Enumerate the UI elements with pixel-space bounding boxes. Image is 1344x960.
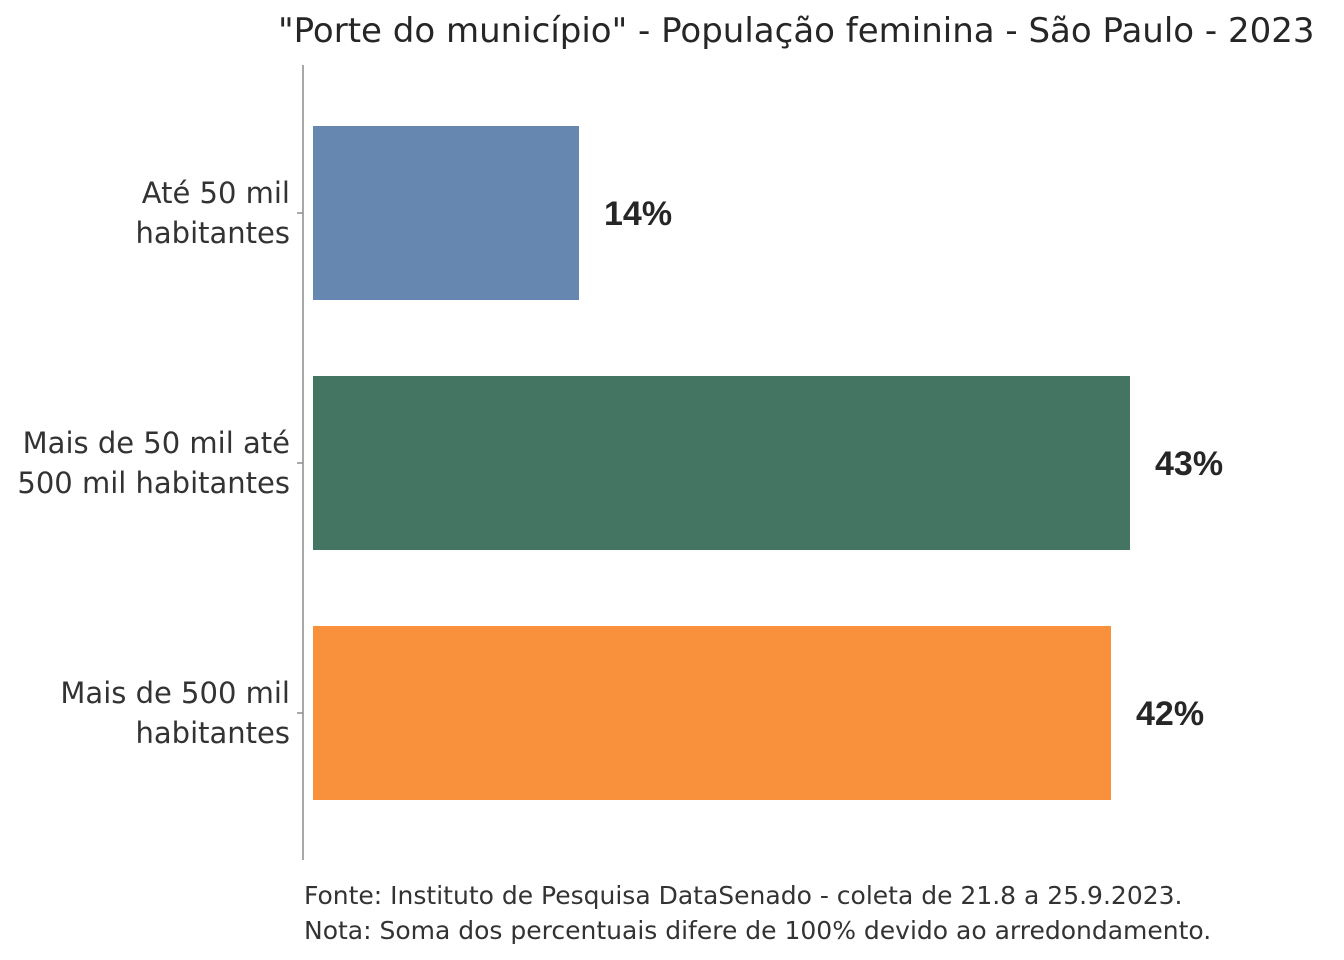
- category-label: 500 mil habitantes: [17, 466, 290, 500]
- source-note: Fonte: Instituto de Pesquisa DataSenado …: [304, 881, 1182, 910]
- category-label: Mais de 500 mil: [60, 676, 290, 710]
- bar: [313, 376, 1130, 550]
- rounding-note: Nota: Soma dos percentuais difere de 100…: [304, 916, 1211, 945]
- chart-title: "Porte do município" - População feminin…: [278, 11, 1315, 51]
- category-label: habitantes: [136, 716, 290, 750]
- data-label: 14%: [604, 195, 672, 233]
- data-label: 42%: [1136, 695, 1204, 733]
- category-label: Mais de 50 mil até: [23, 426, 290, 460]
- bar: [313, 126, 579, 300]
- category-label: habitantes: [136, 216, 290, 250]
- category-label: Até 50 mil: [142, 176, 290, 210]
- bar: [313, 626, 1111, 800]
- data-label: 43%: [1155, 445, 1223, 483]
